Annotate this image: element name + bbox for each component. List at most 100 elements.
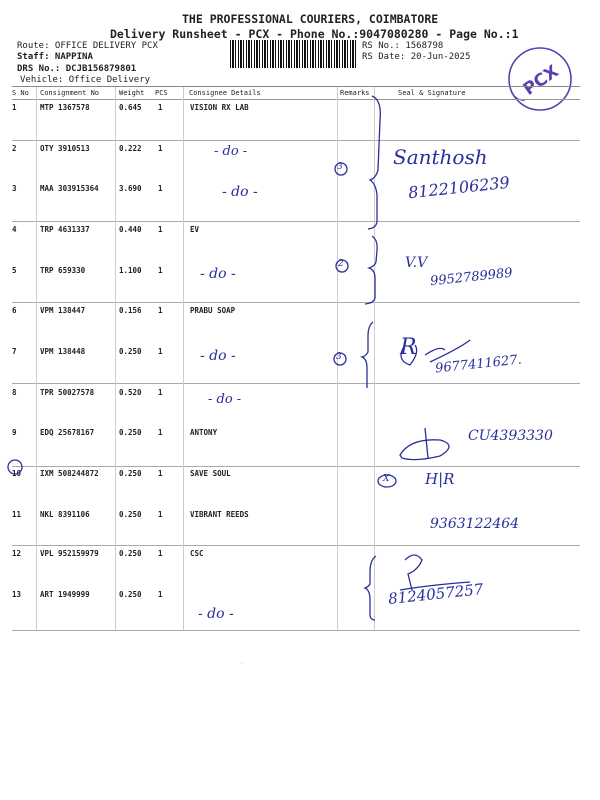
signature-name: V.V	[405, 255, 428, 271]
cell-cn: MTP 1367578	[40, 103, 90, 112]
cell-consignee: VIBRANT REEDS	[190, 510, 249, 519]
cell-pcs: 1	[158, 306, 163, 315]
cell-cn: IXM 508244872	[40, 469, 99, 478]
column-header: Consignment No	[40, 89, 100, 97]
cell-wt: 0.250	[119, 469, 142, 478]
cell-cn: VPL 952159979	[40, 549, 99, 558]
cell-wt: 0.440	[119, 225, 142, 234]
cell-consignee: EV	[190, 225, 200, 234]
column-header: S No	[12, 89, 29, 97]
count-mark: 2	[338, 259, 344, 269]
ditto-mark: - do -	[198, 606, 234, 622]
column-header: Remarks	[340, 89, 370, 97]
company-name: THE PROFESSIONAL COURIERS, COIMBATORE	[182, 12, 439, 26]
signature-phone: 9677411627.	[434, 352, 523, 377]
cell-wt: 1.100	[119, 266, 142, 275]
brace	[364, 235, 378, 305]
row-divider	[12, 302, 580, 303]
cell-pcs: 1	[158, 510, 163, 519]
cell-pcs: 1	[158, 347, 163, 356]
cell-sno: 11	[12, 510, 22, 519]
cell-pcs: 1	[158, 388, 163, 397]
cell-wt: 0.156	[119, 306, 142, 315]
row-divider	[12, 466, 580, 467]
cell-cn: EDQ 25678167	[40, 428, 95, 437]
staff: Staff: NAPPINA	[17, 52, 93, 62]
route: Route: OFFICE DELIVERY PCX	[17, 41, 158, 51]
row-divider	[12, 140, 580, 141]
barcode	[230, 40, 356, 68]
row-divider	[12, 545, 580, 546]
ditto-mark: - do -	[208, 392, 242, 407]
cell-cn: TRP 4631337	[40, 225, 90, 234]
vehicle: Vehicle: Office Delivery	[20, 75, 151, 85]
column-header: PCS	[155, 89, 168, 97]
cell-pcs: 1	[158, 184, 163, 193]
count-mark: 3	[337, 162, 343, 172]
column-divider	[374, 87, 375, 630]
pcx-stamp: PCX	[508, 47, 572, 111]
cell-wt: 0.250	[119, 510, 142, 519]
cell-sno: 7	[12, 347, 17, 356]
cell-consignee: VISION RX LAB	[190, 103, 249, 112]
rs-date: RS Date: 20-Jun-2025	[362, 52, 471, 62]
cell-cn: VPM 138448	[40, 347, 86, 356]
column-divider	[36, 87, 37, 630]
ditto-mark: - do -	[200, 348, 236, 364]
row-divider	[12, 383, 580, 384]
rs-number: RS No.: 1568798	[362, 41, 444, 51]
cell-wt: 0.250	[119, 549, 142, 558]
ditto-mark: - do -	[200, 266, 236, 282]
signature-phone: 8122106239	[407, 172, 511, 203]
column-header: Consignee Details	[189, 89, 261, 97]
cell-cn: TPR 50027578	[40, 388, 95, 397]
column-header: Seal & Signature	[398, 89, 466, 97]
cell-pcs: 1	[158, 469, 163, 478]
x-mark: X	[383, 474, 390, 484]
cell-sno: 5	[12, 266, 17, 275]
cell-sno: 3	[12, 184, 17, 193]
cell-sno: 12	[12, 549, 22, 558]
cell-pcs: 1	[158, 103, 163, 112]
cell-sno: 10	[12, 469, 22, 478]
cell-wt: 0.645	[119, 103, 142, 112]
signature-phone: 9952789989	[429, 265, 514, 290]
cell-consignee: PRABU SOAP	[190, 306, 236, 315]
cell-cn: MAA 303915364	[40, 184, 99, 193]
cell-wt: 0.520	[119, 388, 142, 397]
hr-mark: H|R	[425, 470, 455, 488]
cell-pcs: 1	[158, 549, 163, 558]
signature-phone: 9363122464	[430, 516, 520, 532]
cell-wt: 0.250	[119, 347, 142, 356]
cell-sno: 13	[12, 590, 22, 599]
column-divider	[183, 87, 184, 630]
cell-cn: ART 1949999	[40, 590, 90, 599]
row-divider	[12, 99, 580, 100]
row-divider	[12, 221, 580, 222]
cell-sno: 8	[12, 388, 17, 397]
drs-number: DRS No.: DCJB156879801	[17, 64, 137, 74]
cell-pcs: 1	[158, 144, 163, 153]
cell-wt: 0.222	[119, 144, 142, 153]
signature-phone: 8124057257	[387, 580, 485, 608]
cell-sno: 4	[12, 225, 17, 234]
cell-pcs: 1	[158, 266, 163, 275]
count-mark: 3	[336, 352, 342, 362]
cell-sno: 6	[12, 306, 17, 315]
cell-consignee: SAVE SOUL	[190, 469, 231, 478]
cell-pcs: 1	[158, 225, 163, 234]
cell-wt: 3.690	[119, 184, 142, 193]
runsheet-title: Delivery Runsheet - PCX - Phone No.:9047…	[110, 27, 519, 41]
cell-sno: 2	[12, 144, 17, 153]
ditto-mark: - do -	[222, 184, 258, 200]
cell-pcs: 1	[158, 428, 163, 437]
cell-consignee: ANTONY	[190, 428, 218, 437]
cell-consignee: CSC	[190, 549, 204, 558]
brace	[359, 321, 374, 388]
ditto-mark: - do -	[214, 144, 248, 159]
cell-wt: 0.250	[119, 428, 142, 437]
signature-scribble	[399, 427, 450, 461]
row-divider	[12, 630, 580, 631]
cell-wt: 0.250	[119, 590, 142, 599]
